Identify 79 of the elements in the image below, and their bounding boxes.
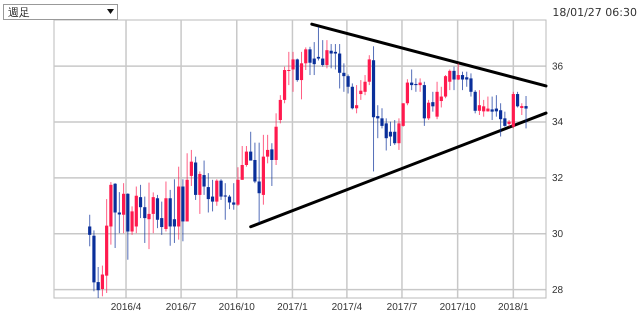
candlestick <box>354 84 358 114</box>
candlestick <box>350 82 354 110</box>
candlestick <box>456 62 460 81</box>
x-tick-label: 2016/4 <box>110 302 142 314</box>
x-tick-label: 2017/10 <box>440 302 476 314</box>
candlestick <box>308 46 312 76</box>
candlestick <box>253 142 257 184</box>
y-tick-label: 36 <box>552 61 564 72</box>
candlestick <box>118 192 121 234</box>
candlestick <box>520 102 524 116</box>
candlestick <box>240 146 244 180</box>
candlestick <box>210 179 214 212</box>
y-tick-label: 32 <box>552 173 564 184</box>
candlestick <box>143 196 146 244</box>
x-tick-label: 2017/7 <box>386 302 418 314</box>
dropdown: 週足 <box>3 4 118 20</box>
candlestick <box>363 74 367 96</box>
candlestick <box>228 194 232 210</box>
x-tick-label: 2017/4 <box>332 302 363 314</box>
candlestick <box>190 149 193 186</box>
candlestick <box>482 99 486 118</box>
candlestick <box>224 182 227 220</box>
candlestick <box>202 160 206 196</box>
candlestick <box>406 78 410 106</box>
candlestick <box>152 192 155 234</box>
candlestick <box>156 194 160 229</box>
candlestick <box>244 146 248 168</box>
candlestick <box>258 142 261 224</box>
candlestick <box>431 91 434 112</box>
candlestick <box>410 68 414 91</box>
candlestick <box>368 54 371 86</box>
candlestick <box>278 94 282 124</box>
candlestick <box>172 178 176 244</box>
candlestick <box>452 66 456 91</box>
candlestick <box>499 102 502 138</box>
candlestick <box>444 74 448 99</box>
candlestick <box>494 94 498 118</box>
candlestick <box>296 58 299 82</box>
candlestick <box>359 80 362 100</box>
candlestick <box>266 134 270 164</box>
candlestick <box>300 51 304 100</box>
candlestick <box>291 51 295 92</box>
candlestick <box>524 95 528 129</box>
candlestick <box>346 74 350 94</box>
candlestick <box>122 182 126 234</box>
candlestick <box>160 201 164 236</box>
candlestick <box>427 99 430 121</box>
x-tick-label: 2016/7 <box>166 302 197 314</box>
x-tick-label: 2017/1 <box>277 302 308 314</box>
candlestick <box>384 118 388 151</box>
candlestick <box>270 142 274 186</box>
candlestick <box>325 40 329 69</box>
candlestick <box>330 44 333 69</box>
candlestick <box>304 46 308 71</box>
candlestick <box>88 214 92 247</box>
x-tick-label: 2018/1 <box>498 302 530 314</box>
candlestick <box>486 96 490 112</box>
text: 18/01/27 06:30 <box>552 6 637 19</box>
candlestick <box>206 172 210 214</box>
candlestick <box>469 72 473 98</box>
candlestick <box>474 90 477 114</box>
y-tick-label: 34 <box>552 117 564 128</box>
candlestick <box>503 111 506 128</box>
candlestick <box>393 120 396 146</box>
candlestick <box>232 182 236 210</box>
candlestick <box>198 170 202 214</box>
candlestick <box>478 90 482 116</box>
y-tick-label: 28 <box>552 284 564 296</box>
x-tick-label: 2016/10 <box>218 302 256 314</box>
candlestick <box>418 78 422 92</box>
candlestick <box>338 44 342 89</box>
candlestick <box>138 184 142 219</box>
y-tick-label: 30 <box>552 228 564 240</box>
candlestick <box>460 71 464 91</box>
candlestick <box>312 42 316 76</box>
candlestick <box>219 178 223 200</box>
candlestick <box>321 40 324 68</box>
candlestick <box>516 91 520 108</box>
candlestick <box>215 178 218 206</box>
